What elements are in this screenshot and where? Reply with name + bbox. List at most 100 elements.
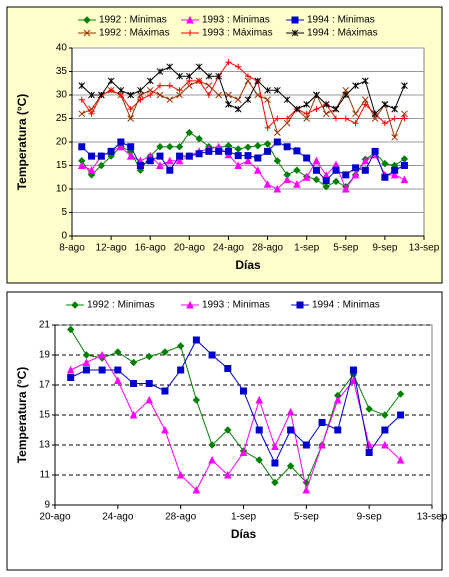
data-point	[114, 376, 122, 384]
data-point	[371, 110, 379, 118]
data-point	[130, 380, 138, 387]
x-tick-label: 5-sep	[294, 512, 319, 523]
legend-label: 1994 : Minimas	[312, 300, 380, 311]
data-point	[401, 82, 408, 89]
data-point	[195, 135, 203, 143]
data-point	[401, 110, 408, 118]
data-point	[82, 358, 91, 366]
data-point	[401, 115, 408, 122]
data-point	[322, 182, 330, 191]
data-point	[145, 395, 154, 404]
data-point	[313, 91, 320, 99]
data-point	[224, 365, 232, 372]
data-point	[333, 115, 339, 122]
x-tick-label: 20-ago	[174, 243, 206, 254]
data-point	[117, 142, 125, 151]
data-point	[342, 91, 350, 99]
data-point	[234, 96, 242, 104]
series-line	[81, 79, 405, 139]
data-point	[400, 155, 409, 163]
data-point	[312, 175, 321, 184]
data-point	[283, 96, 291, 104]
data-point	[192, 336, 200, 344]
data-point	[254, 154, 262, 162]
y-tick-label: 35	[56, 66, 68, 77]
data-point	[361, 166, 369, 174]
data-point	[293, 166, 301, 174]
data-point	[283, 143, 291, 151]
data-point	[136, 162, 144, 169]
data-point	[361, 96, 369, 104]
data-point	[145, 352, 153, 361]
data-point	[333, 395, 342, 404]
data-point	[284, 115, 291, 122]
data-point	[127, 143, 135, 151]
legend-label: 1993 : Minimas	[202, 300, 270, 311]
data-point	[254, 77, 262, 85]
data-point	[234, 161, 243, 169]
data-point	[175, 156, 184, 165]
data-point	[244, 143, 252, 151]
data-point	[271, 478, 279, 487]
data-point	[381, 173, 389, 181]
data-point	[352, 120, 359, 127]
series-line	[70, 354, 401, 492]
data-point	[166, 142, 174, 151]
data-point	[78, 82, 86, 89]
data-point	[264, 124, 271, 131]
data-point	[400, 175, 409, 184]
legend-label: 1992 : Minimas	[87, 300, 155, 311]
data-point	[88, 152, 96, 160]
data-point	[271, 459, 279, 467]
data-point	[303, 101, 311, 108]
y-axis-title: Temperatura (°C)	[15, 94, 29, 191]
data-point	[67, 374, 75, 381]
series-line	[81, 61, 405, 129]
legend-label: 1992 : Máximas	[99, 28, 170, 39]
data-point	[381, 120, 388, 127]
data-point	[166, 63, 174, 71]
data-point	[146, 157, 154, 165]
data-point	[137, 96, 144, 103]
data-point	[192, 396, 201, 404]
data-point	[235, 63, 242, 70]
x-tick-label: 24-ago	[102, 512, 134, 523]
data-point	[371, 147, 379, 155]
data-point	[240, 387, 247, 395]
data-point	[107, 77, 115, 85]
data-point	[186, 300, 194, 309]
data-point	[322, 110, 330, 118]
data-point	[254, 91, 262, 99]
x-axis-title: Días	[231, 527, 257, 541]
y-tick-label: 40	[56, 43, 68, 54]
data-point	[286, 407, 295, 416]
data-point	[97, 161, 106, 170]
data-point	[273, 157, 282, 165]
data-point	[225, 91, 232, 99]
data-point	[381, 159, 389, 168]
data-point	[66, 365, 75, 374]
y-tick-label: 25	[56, 113, 68, 124]
data-point	[129, 358, 138, 367]
data-point	[381, 440, 389, 449]
data-point	[381, 411, 389, 419]
data-point	[396, 455, 405, 464]
data-point	[264, 96, 271, 104]
x-tick-label: 24-ago	[213, 243, 245, 254]
data-point	[205, 147, 213, 155]
data-point	[98, 350, 106, 359]
data-point	[342, 171, 350, 179]
data-point	[318, 419, 326, 426]
data-point	[352, 82, 359, 89]
data-point	[361, 77, 369, 85]
data-point	[83, 29, 91, 37]
y-tick-label: 19	[39, 350, 51, 361]
data-point	[205, 72, 213, 80]
data-point	[127, 115, 135, 122]
data-point	[156, 161, 164, 169]
data-point	[287, 426, 295, 434]
data-point	[161, 425, 169, 434]
data-point	[215, 147, 223, 155]
data-point	[234, 152, 242, 160]
